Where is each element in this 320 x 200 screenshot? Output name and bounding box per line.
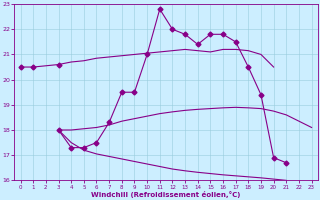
X-axis label: Windchill (Refroidissement éolien,°C): Windchill (Refroidissement éolien,°C) [92, 191, 241, 198]
